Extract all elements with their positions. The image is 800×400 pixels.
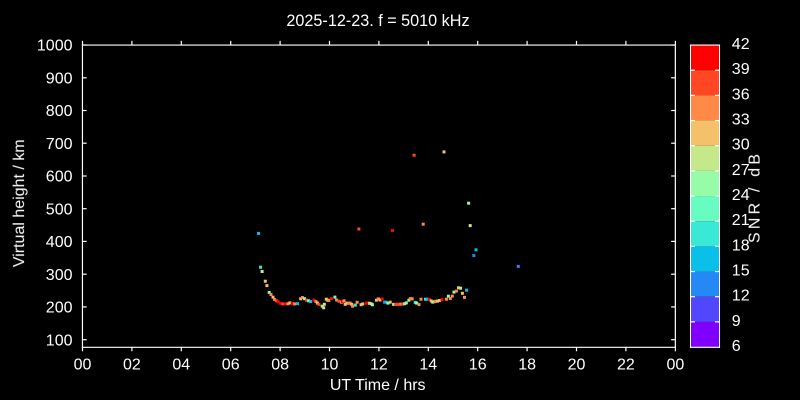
svg-text:24: 24 xyxy=(732,187,750,204)
svg-text:42: 42 xyxy=(732,36,750,53)
svg-text:22: 22 xyxy=(617,357,635,374)
svg-text:SNR / dB: SNR / dB xyxy=(747,151,764,243)
svg-text:04: 04 xyxy=(172,357,190,374)
svg-text:00: 00 xyxy=(667,357,685,374)
svg-text:33: 33 xyxy=(732,112,750,129)
svg-text:16: 16 xyxy=(469,357,487,374)
svg-text:18: 18 xyxy=(518,357,536,374)
svg-text:1000: 1000 xyxy=(37,38,73,55)
svg-text:20: 20 xyxy=(568,357,586,374)
svg-text:400: 400 xyxy=(46,234,73,251)
svg-text:12: 12 xyxy=(370,357,388,374)
svg-text:39: 39 xyxy=(732,61,750,78)
svg-text:UT Time / hrs: UT Time / hrs xyxy=(330,377,426,394)
svg-text:36: 36 xyxy=(732,86,750,103)
svg-text:2025-12-23. f = 5010 kHz: 2025-12-23. f = 5010 kHz xyxy=(286,12,469,30)
svg-text:18: 18 xyxy=(732,237,750,254)
svg-text:700: 700 xyxy=(46,136,73,153)
svg-text:500: 500 xyxy=(46,201,73,218)
svg-text:600: 600 xyxy=(46,169,73,186)
svg-text:14: 14 xyxy=(419,357,437,374)
svg-text:30: 30 xyxy=(732,137,750,154)
svg-text:9: 9 xyxy=(732,313,741,330)
svg-text:00: 00 xyxy=(74,357,92,374)
svg-text:800: 800 xyxy=(46,103,73,120)
svg-text:900: 900 xyxy=(46,70,73,87)
svg-text:10: 10 xyxy=(321,357,339,374)
svg-text:21: 21 xyxy=(732,212,750,229)
svg-text:100: 100 xyxy=(46,332,73,349)
svg-text:300: 300 xyxy=(46,267,73,284)
svg-text:15: 15 xyxy=(732,262,750,279)
svg-text:Virtual height / km: Virtual height / km xyxy=(11,139,28,267)
svg-text:6: 6 xyxy=(732,338,741,355)
svg-text:06: 06 xyxy=(222,357,240,374)
svg-text:02: 02 xyxy=(123,357,141,374)
svg-text:27: 27 xyxy=(732,162,750,179)
svg-text:12: 12 xyxy=(732,288,750,305)
svg-text:200: 200 xyxy=(46,300,73,317)
svg-text:08: 08 xyxy=(271,357,289,374)
